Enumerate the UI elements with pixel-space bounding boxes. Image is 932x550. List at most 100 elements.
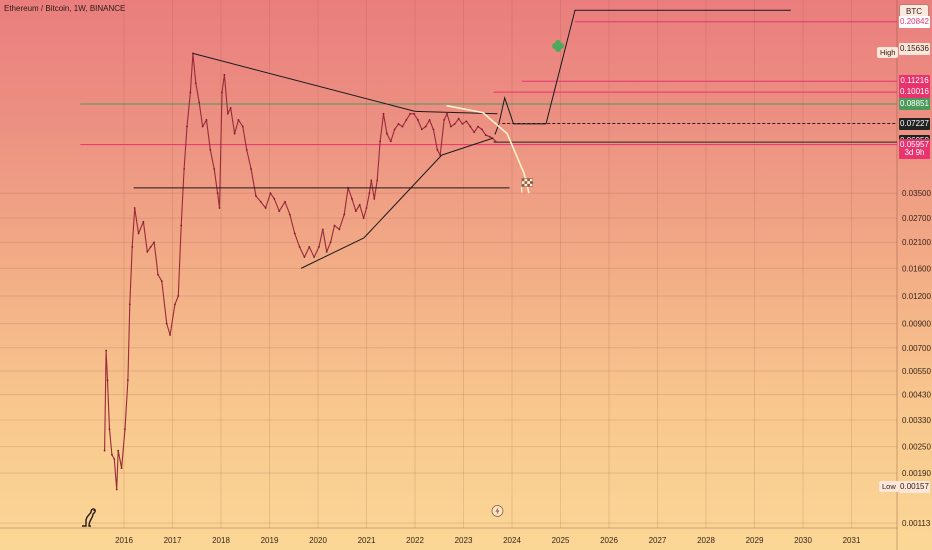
price-series-line — [104, 52, 496, 491]
time-axis-tick-label: 2023 — [455, 536, 473, 545]
lightning-glyph — [495, 506, 500, 515]
price-point — [284, 200, 286, 203]
price-point — [205, 119, 208, 121]
price-point — [409, 112, 412, 115]
price-point — [354, 210, 357, 213]
checkered-flag-square — [529, 181, 533, 184]
price-point — [446, 112, 448, 115]
price-axis-tag: 0.10016 — [899, 86, 930, 99]
price-point — [229, 107, 232, 109]
price-axis-tag: 0.15636 — [899, 43, 930, 56]
price-point — [293, 232, 296, 235]
trendline-lower-rising-3 — [441, 137, 493, 156]
price-point — [443, 119, 445, 121]
price-point — [269, 192, 272, 195]
price-point — [189, 91, 192, 94]
price-point — [103, 449, 106, 452]
price-axis-tick-label: 0.01600 — [902, 264, 931, 273]
price-point — [453, 122, 456, 125]
price-point — [484, 134, 487, 137]
price-point — [465, 120, 468, 123]
price-point — [255, 195, 257, 197]
price-point — [477, 125, 479, 128]
price-point — [417, 119, 419, 121]
price-point — [105, 349, 107, 352]
low-value-tag: 0.00157 — [899, 481, 930, 493]
time-axis-tick-label: 2019 — [261, 536, 279, 545]
price-point — [221, 91, 223, 94]
price-point — [177, 295, 180, 297]
price-point — [373, 197, 376, 200]
projection-path — [494, 9, 791, 135]
price-point — [303, 256, 306, 258]
price-axis-tag: 3d 9h — [899, 147, 930, 160]
price-point — [237, 119, 240, 121]
price-point — [194, 82, 197, 85]
price-point — [124, 428, 126, 431]
price-point — [198, 101, 201, 104]
price-point — [321, 228, 324, 231]
high-label-text: High — [880, 48, 896, 57]
price-axis-tick-label: 0.03500 — [902, 189, 931, 198]
low-value: 0.00157 — [900, 482, 929, 491]
price-point — [241, 125, 244, 128]
price-point — [313, 256, 316, 258]
clover-icon — [552, 42, 559, 49]
price-axis-tick-label: 0.00113 — [902, 519, 931, 528]
price-point — [308, 246, 311, 248]
time-axis-tick-label: 2020 — [309, 536, 327, 545]
price-axis-tick-label: 0.00430 — [902, 391, 931, 400]
price-point — [165, 322, 168, 325]
price-point — [149, 246, 152, 248]
price-point — [379, 140, 381, 143]
price-point — [473, 131, 476, 134]
high-label: High — [877, 47, 899, 58]
price-point — [288, 213, 291, 216]
price-point — [180, 224, 183, 227]
price-point — [137, 232, 140, 235]
checkered-flag-square — [527, 178, 530, 182]
price-axis-tag: 0.08851 — [899, 98, 930, 110]
price-point — [133, 207, 136, 209]
price-axis-tick-label: 0.00900 — [902, 320, 931, 329]
time-axis-tick-label: 2025 — [552, 536, 570, 545]
price-point — [120, 467, 123, 470]
price-point — [128, 303, 131, 306]
price-point — [449, 125, 452, 128]
trendline-lower-rising-1 — [300, 237, 365, 269]
price-point — [401, 125, 404, 128]
price-point — [216, 192, 219, 195]
price-point — [362, 217, 365, 220]
price-point — [110, 453, 113, 456]
price-axis-tick-label: 0.00250 — [902, 443, 931, 452]
price-point — [131, 246, 134, 248]
price-point — [142, 220, 145, 223]
price-point — [405, 119, 408, 121]
price-point — [146, 250, 149, 253]
trendline-top-descending — [192, 52, 416, 112]
price-point — [226, 112, 229, 115]
price-point — [370, 179, 373, 182]
low-label: Low — [879, 481, 899, 492]
price-point — [153, 241, 155, 244]
price-point — [223, 73, 226, 76]
price-axis-tick-label: 0.00190 — [902, 469, 931, 478]
price-point — [106, 379, 109, 381]
price-point — [298, 246, 301, 248]
time-axis-tick-label: 2018 — [212, 536, 230, 545]
price-point — [358, 203, 361, 206]
price-point — [432, 128, 435, 131]
currency-label: BTC — [906, 7, 922, 16]
price-point — [376, 179, 379, 182]
price-point — [264, 207, 267, 209]
price-point — [209, 148, 212, 151]
price-point — [160, 280, 163, 283]
price-axis-tick-label: 0.01200 — [902, 292, 931, 301]
price-point — [273, 197, 276, 200]
time-axis-tick-label: 2017 — [164, 536, 182, 545]
time-axis-tick-label: 2027 — [649, 536, 667, 545]
price-point — [368, 192, 371, 195]
price-point — [201, 125, 204, 128]
